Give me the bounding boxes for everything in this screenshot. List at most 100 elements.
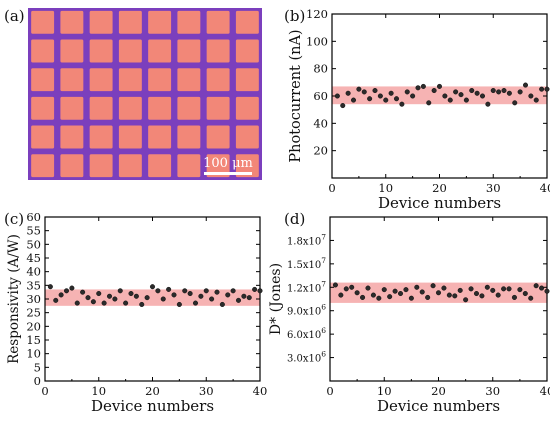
data-point xyxy=(501,88,507,94)
data-point xyxy=(112,296,118,302)
panel-d-chart: (d)0102030403.0x1066.0x1069.0x1061.2x107… xyxy=(268,210,550,415)
y-tick-base: 1.5x10 xyxy=(287,260,321,271)
x-tick-label: 40 xyxy=(540,181,550,195)
data-point xyxy=(139,301,145,307)
data-point xyxy=(230,288,236,294)
data-point xyxy=(155,288,161,294)
x-tick-label: 0 xyxy=(41,384,48,398)
data-point xyxy=(517,287,523,293)
x-tick-label: 10 xyxy=(377,384,392,398)
x-tick-label: 0 xyxy=(328,181,335,195)
panel-c-chart: (c)0 10 20 30 40051015202530354045505560Devi… xyxy=(4,210,267,415)
pixel-square xyxy=(177,39,201,63)
pixel-square xyxy=(89,125,113,149)
data-point xyxy=(408,295,414,301)
data-point xyxy=(490,88,496,94)
data-point xyxy=(398,291,404,297)
data-point xyxy=(463,297,469,303)
data-point xyxy=(522,291,528,297)
data-point xyxy=(490,287,496,293)
y-tick-label: 35 xyxy=(26,278,41,292)
data-point xyxy=(539,86,545,92)
data-point xyxy=(381,287,387,293)
data-point xyxy=(377,93,383,99)
y-tick-label: 30 xyxy=(26,292,41,306)
y-axis-title: Photocurrent (nA) xyxy=(288,29,304,162)
data-point xyxy=(452,293,458,299)
panel-a-label: (a) xyxy=(4,7,25,25)
data-point xyxy=(192,300,198,306)
x-tick-label: 20 xyxy=(431,384,446,398)
pixel-square xyxy=(148,10,172,34)
x-tick-label: 30 xyxy=(485,384,500,398)
y-tick-label: 80 xyxy=(313,62,328,76)
data-point xyxy=(246,295,252,301)
data-point xyxy=(338,292,344,298)
y-tick-label: 3.0x106 xyxy=(287,350,326,365)
pixel-square xyxy=(206,154,230,178)
y-tick-label: 40 xyxy=(313,116,328,130)
pixel-square xyxy=(31,125,55,149)
pixel-square xyxy=(235,39,259,63)
y-tick-base: 9.0x10 xyxy=(287,307,321,318)
y-axis-title: D* (Jones) xyxy=(268,263,284,335)
x-tick-label: 40 xyxy=(540,384,550,398)
data-point xyxy=(58,292,64,298)
y-tick-label: 60 xyxy=(26,210,41,224)
data-point xyxy=(128,291,134,297)
pixel-square xyxy=(235,68,259,92)
pixel-square xyxy=(118,68,142,92)
y-tick-base: 1.2x10 xyxy=(287,283,321,294)
pixel-square xyxy=(148,125,172,149)
data-point xyxy=(80,289,86,295)
pixel-square xyxy=(148,39,172,63)
data-point xyxy=(473,291,479,297)
data-point xyxy=(351,97,357,103)
pixel-square xyxy=(31,39,55,63)
pixel-square xyxy=(148,154,172,178)
data-point xyxy=(399,101,405,107)
pixel-square xyxy=(60,125,84,149)
pixel-square xyxy=(60,68,84,92)
data-point xyxy=(469,88,475,94)
data-point xyxy=(430,283,436,289)
x-axis-title: Device numbers xyxy=(378,194,501,212)
data-point xyxy=(372,88,378,94)
pixel-square xyxy=(177,68,201,92)
data-point xyxy=(85,295,91,301)
data-point xyxy=(365,285,371,291)
pixel-square xyxy=(206,10,230,34)
data-point xyxy=(436,290,442,296)
data-point xyxy=(479,293,485,299)
x-tick-label: 20 xyxy=(432,181,447,195)
data-point xyxy=(485,101,491,107)
data-point xyxy=(437,83,443,89)
pixel-square xyxy=(89,96,113,120)
y-tick-label: 1.5x107 xyxy=(287,256,326,271)
data-point xyxy=(528,295,534,301)
data-point xyxy=(334,93,340,99)
pixel-square xyxy=(235,96,259,120)
x-tick-label: 0 xyxy=(326,384,333,398)
data-point xyxy=(96,291,102,297)
data-point xyxy=(426,100,432,106)
data-point xyxy=(544,86,550,92)
data-point xyxy=(446,292,452,298)
y-tick-exponent: 6 xyxy=(321,303,326,312)
x-tick-label: 10 xyxy=(378,181,393,195)
data-point xyxy=(117,288,123,294)
data-point xyxy=(511,294,517,300)
data-point xyxy=(74,300,80,306)
y-tick-label: 20 xyxy=(26,319,41,333)
pixel-square xyxy=(31,68,55,92)
data-point xyxy=(90,299,96,305)
data-point xyxy=(241,293,247,299)
data-point xyxy=(160,296,166,302)
pixel-square xyxy=(89,154,113,178)
y-tick-exponent: 7 xyxy=(321,232,326,241)
data-point xyxy=(63,288,69,294)
pixel-square xyxy=(177,10,201,34)
data-point xyxy=(198,293,204,299)
pixel-square xyxy=(31,96,55,120)
